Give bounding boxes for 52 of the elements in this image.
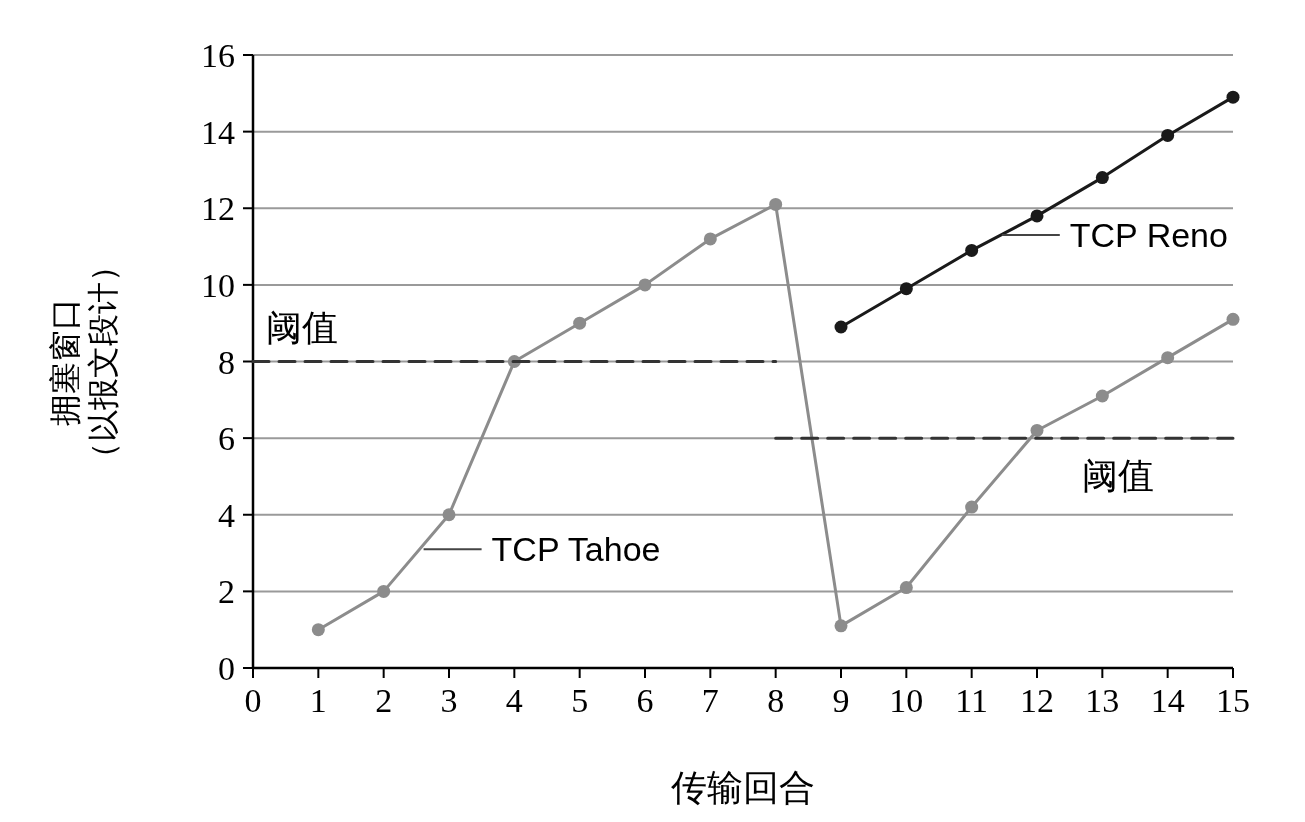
point (703, 232, 717, 246)
point (442, 508, 456, 522)
x-tick-label: 10 (889, 682, 924, 719)
y-tick-label: 6 (218, 420, 235, 458)
point (1226, 312, 1240, 326)
y-tick-label: 8 (218, 343, 235, 381)
point (834, 619, 848, 633)
x-tick-label: 13 (1085, 682, 1120, 719)
y-tick-label: 14 (201, 113, 235, 151)
x-tick-label: 4 (505, 682, 523, 719)
point (965, 500, 979, 514)
x-tick-label: 0 (244, 682, 262, 719)
point (1161, 128, 1175, 142)
point (1095, 389, 1109, 403)
x-tick-label: 3 (440, 682, 458, 719)
x-tick-label: 6 (636, 682, 654, 719)
point (1161, 351, 1175, 365)
x-tick-label: 8 (767, 682, 785, 719)
point (899, 282, 913, 296)
point (769, 197, 783, 211)
x-tick-label: 1 (309, 682, 327, 719)
y-tick-label: 0 (218, 650, 235, 687)
point (1226, 90, 1240, 104)
point (965, 243, 979, 257)
y-axis-title: 拥塞窗口（以报文段计） (47, 249, 121, 474)
annotation: TCP Reno (1069, 216, 1228, 255)
point (1030, 423, 1044, 437)
point (899, 581, 913, 595)
annotation: TCP Tahoe (491, 530, 661, 569)
y-tick-label: 4 (218, 496, 235, 534)
point (1095, 171, 1109, 185)
x-tick-label: 7 (701, 682, 719, 719)
point (1030, 209, 1044, 223)
y-tick-label: 10 (201, 266, 235, 304)
point (638, 278, 652, 292)
x-tick-label: 5 (571, 682, 589, 719)
x-tick-label: 15 (1216, 682, 1250, 719)
point (311, 623, 325, 637)
annotation: 阈值 (265, 306, 338, 348)
x-tick-label: 9 (832, 682, 850, 719)
y-tick-label: 12 (201, 190, 235, 228)
annotation: 阈值 (1082, 455, 1155, 497)
y-tick-label: 2 (218, 573, 235, 611)
x-axis-title: 传输回合 (671, 767, 815, 808)
x-tick-label: 11 (955, 682, 989, 719)
point (834, 320, 848, 334)
x-tick-label: 14 (1150, 682, 1185, 719)
point (573, 316, 587, 330)
x-tick-label: 12 (1020, 682, 1054, 719)
point (377, 584, 391, 598)
y-tick-label: 16 (201, 37, 235, 74)
x-tick-label: 2 (375, 682, 393, 719)
